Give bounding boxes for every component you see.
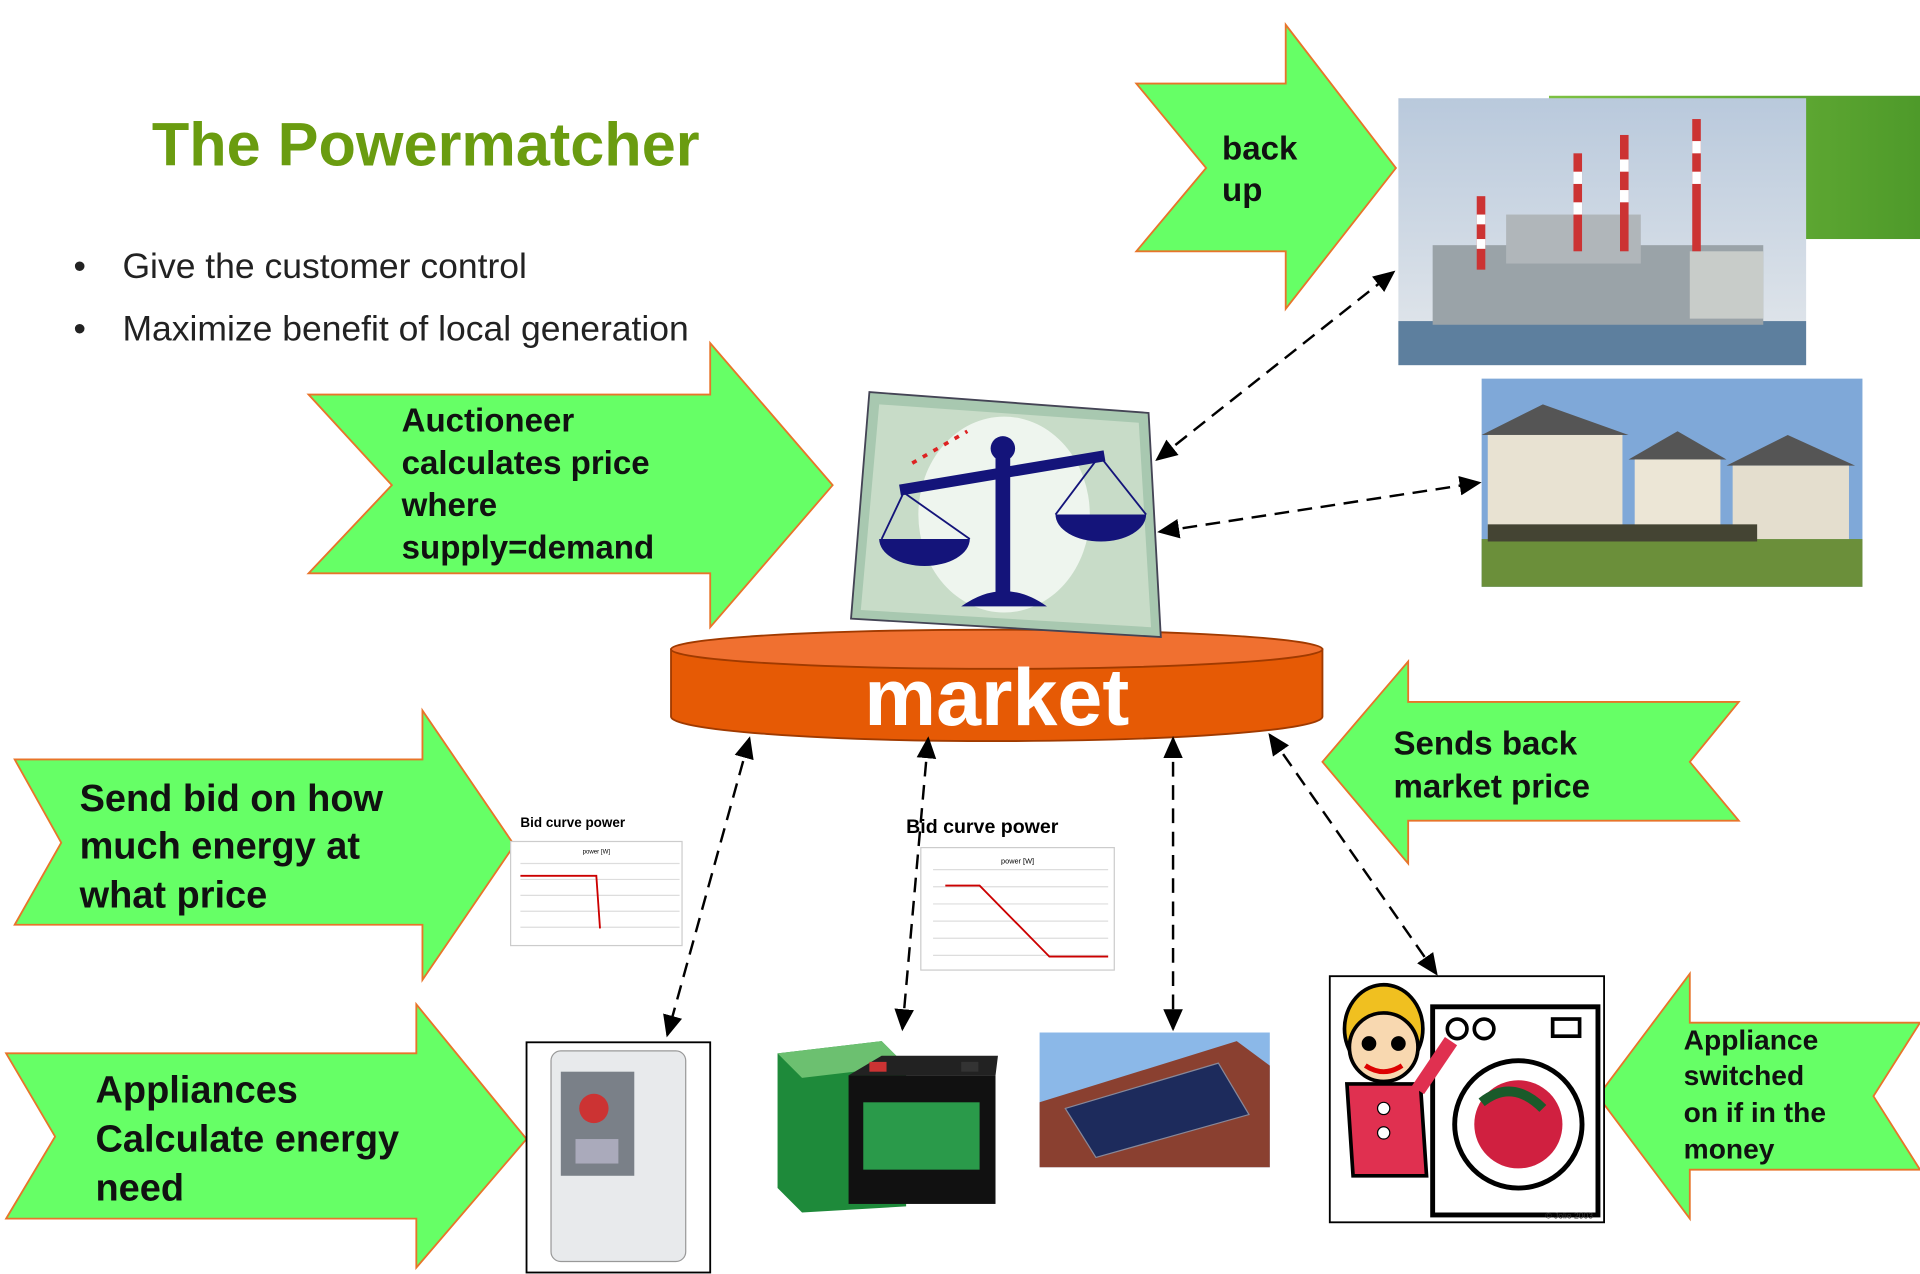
market-cylinder (670, 628, 1324, 742)
washing-machine-image: © Jolie 2003 (1328, 975, 1605, 1224)
bid-curve-thumbnail: Bid curve power power [W] (510, 815, 683, 947)
arrow (306, 340, 834, 630)
bullet: • (73, 246, 85, 286)
bid-curve-title: Bid curve power (520, 815, 625, 830)
arrow-label: back up (1222, 130, 1298, 209)
battery-image (777, 1041, 998, 1213)
arrow-label: Send bid on how much energy at what price (79, 778, 384, 917)
scale-image (850, 391, 1162, 638)
bid-curve-thumbnail: Bid curve power power [W] (906, 816, 1115, 971)
solar-roof-image (1039, 1032, 1270, 1168)
arrow-label: Appliance switched on if in the money (1684, 1025, 1826, 1165)
copyright: © Jolie 2003 (1545, 1211, 1593, 1221)
connector (1155, 270, 1396, 461)
arrow-label: Appliances Calculate energy need (96, 1069, 400, 1209)
connector (1268, 732, 1438, 976)
bullet: • (73, 309, 85, 349)
bullet-text: Maximize benefit of local generation (122, 309, 688, 349)
bid-curve-title: Bid curve power (906, 816, 1059, 838)
power-plant-image (1398, 98, 1807, 366)
bid-curve-axis: power [W] (1001, 857, 1034, 866)
arrow (13, 707, 516, 983)
arrow (1596, 970, 1920, 1222)
connector (894, 736, 937, 1032)
boiler-image (525, 1041, 712, 1274)
market-label: market (864, 653, 1129, 743)
arrow-label: Auctioneer calculates price where supply=de… (401, 402, 655, 566)
connector (1157, 475, 1482, 539)
bid-curve-axis: power [W] (583, 849, 611, 856)
connector (663, 736, 754, 1038)
title: The Powermatcher (152, 111, 700, 179)
arrow (4, 1001, 528, 1271)
bullet-text: Give the customer control (122, 246, 526, 286)
houses-image (1481, 378, 1863, 587)
